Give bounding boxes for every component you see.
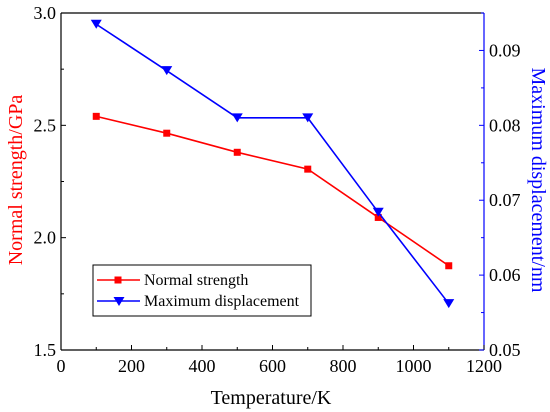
data-point-normal-strength — [445, 262, 453, 270]
data-point-normal-strength — [374, 213, 382, 221]
y-left-tick-label: 2.0 — [34, 228, 57, 248]
x-tick-label: 1000 — [396, 356, 432, 376]
legend-label-maximum-displacement: Maximum displacement — [144, 293, 300, 310]
y-left-tick-label: 2.5 — [34, 115, 57, 135]
data-point-maximum-displacement — [231, 113, 243, 123]
data-point-maximum-displacement — [372, 207, 384, 217]
series-line-normal-strength — [96, 115, 450, 267]
legend-marker-maximum-displacement — [113, 297, 125, 306]
y-axis-left-title: Normal strength/GPa — [5, 95, 27, 266]
y-right-tick-label: 0.05 — [489, 340, 521, 360]
y-right-tick-label: 0.09 — [489, 40, 521, 60]
y-right-tick-label: 0.06 — [489, 265, 521, 285]
data-point-normal-strength — [163, 129, 171, 137]
y-left-tick-label: 1.5 — [34, 340, 57, 360]
data-point-maximum-displacement — [302, 113, 314, 123]
y-right-tick-label: 0.08 — [489, 115, 521, 135]
x-tick-label: 1200 — [466, 356, 502, 376]
x-tick-label: 800 — [330, 356, 357, 376]
legend-label-normal-strength: Normal strength — [144, 272, 248, 289]
y-right-tick-label: 0.07 — [489, 190, 521, 210]
x-tick-label: 200 — [118, 356, 145, 376]
x-axis-title: Temperature/K — [211, 387, 332, 409]
data-point-normal-strength — [304, 165, 312, 173]
data-point-maximum-displacement — [443, 299, 455, 309]
data-point-normal-strength — [233, 148, 241, 156]
legend-marker-normal-strength — [114, 276, 122, 284]
data-point-maximum-displacement — [161, 66, 173, 76]
y-left-tick-label: 3.0 — [34, 3, 57, 23]
legend: Normal strength Maximum displacement — [92, 264, 312, 317]
y-axis-right-title: Maximum displacement/nm — [527, 68, 549, 293]
data-point-maximum-displacement — [90, 19, 102, 29]
series-layer — [90, 19, 455, 309]
series-line-maximum-displacement — [95, 23, 450, 305]
legend-frame — [92, 264, 312, 317]
x-tick-label: 0 — [57, 356, 66, 376]
x-tick-label: 600 — [259, 356, 286, 376]
axes-layer: 0 200 400 600 800 1000 1200 1.5 2.0 2.5 3.0 0.05 0.0… — [34, 3, 521, 376]
x-tick-label: 400 — [189, 356, 216, 376]
data-point-normal-strength — [92, 112, 100, 120]
